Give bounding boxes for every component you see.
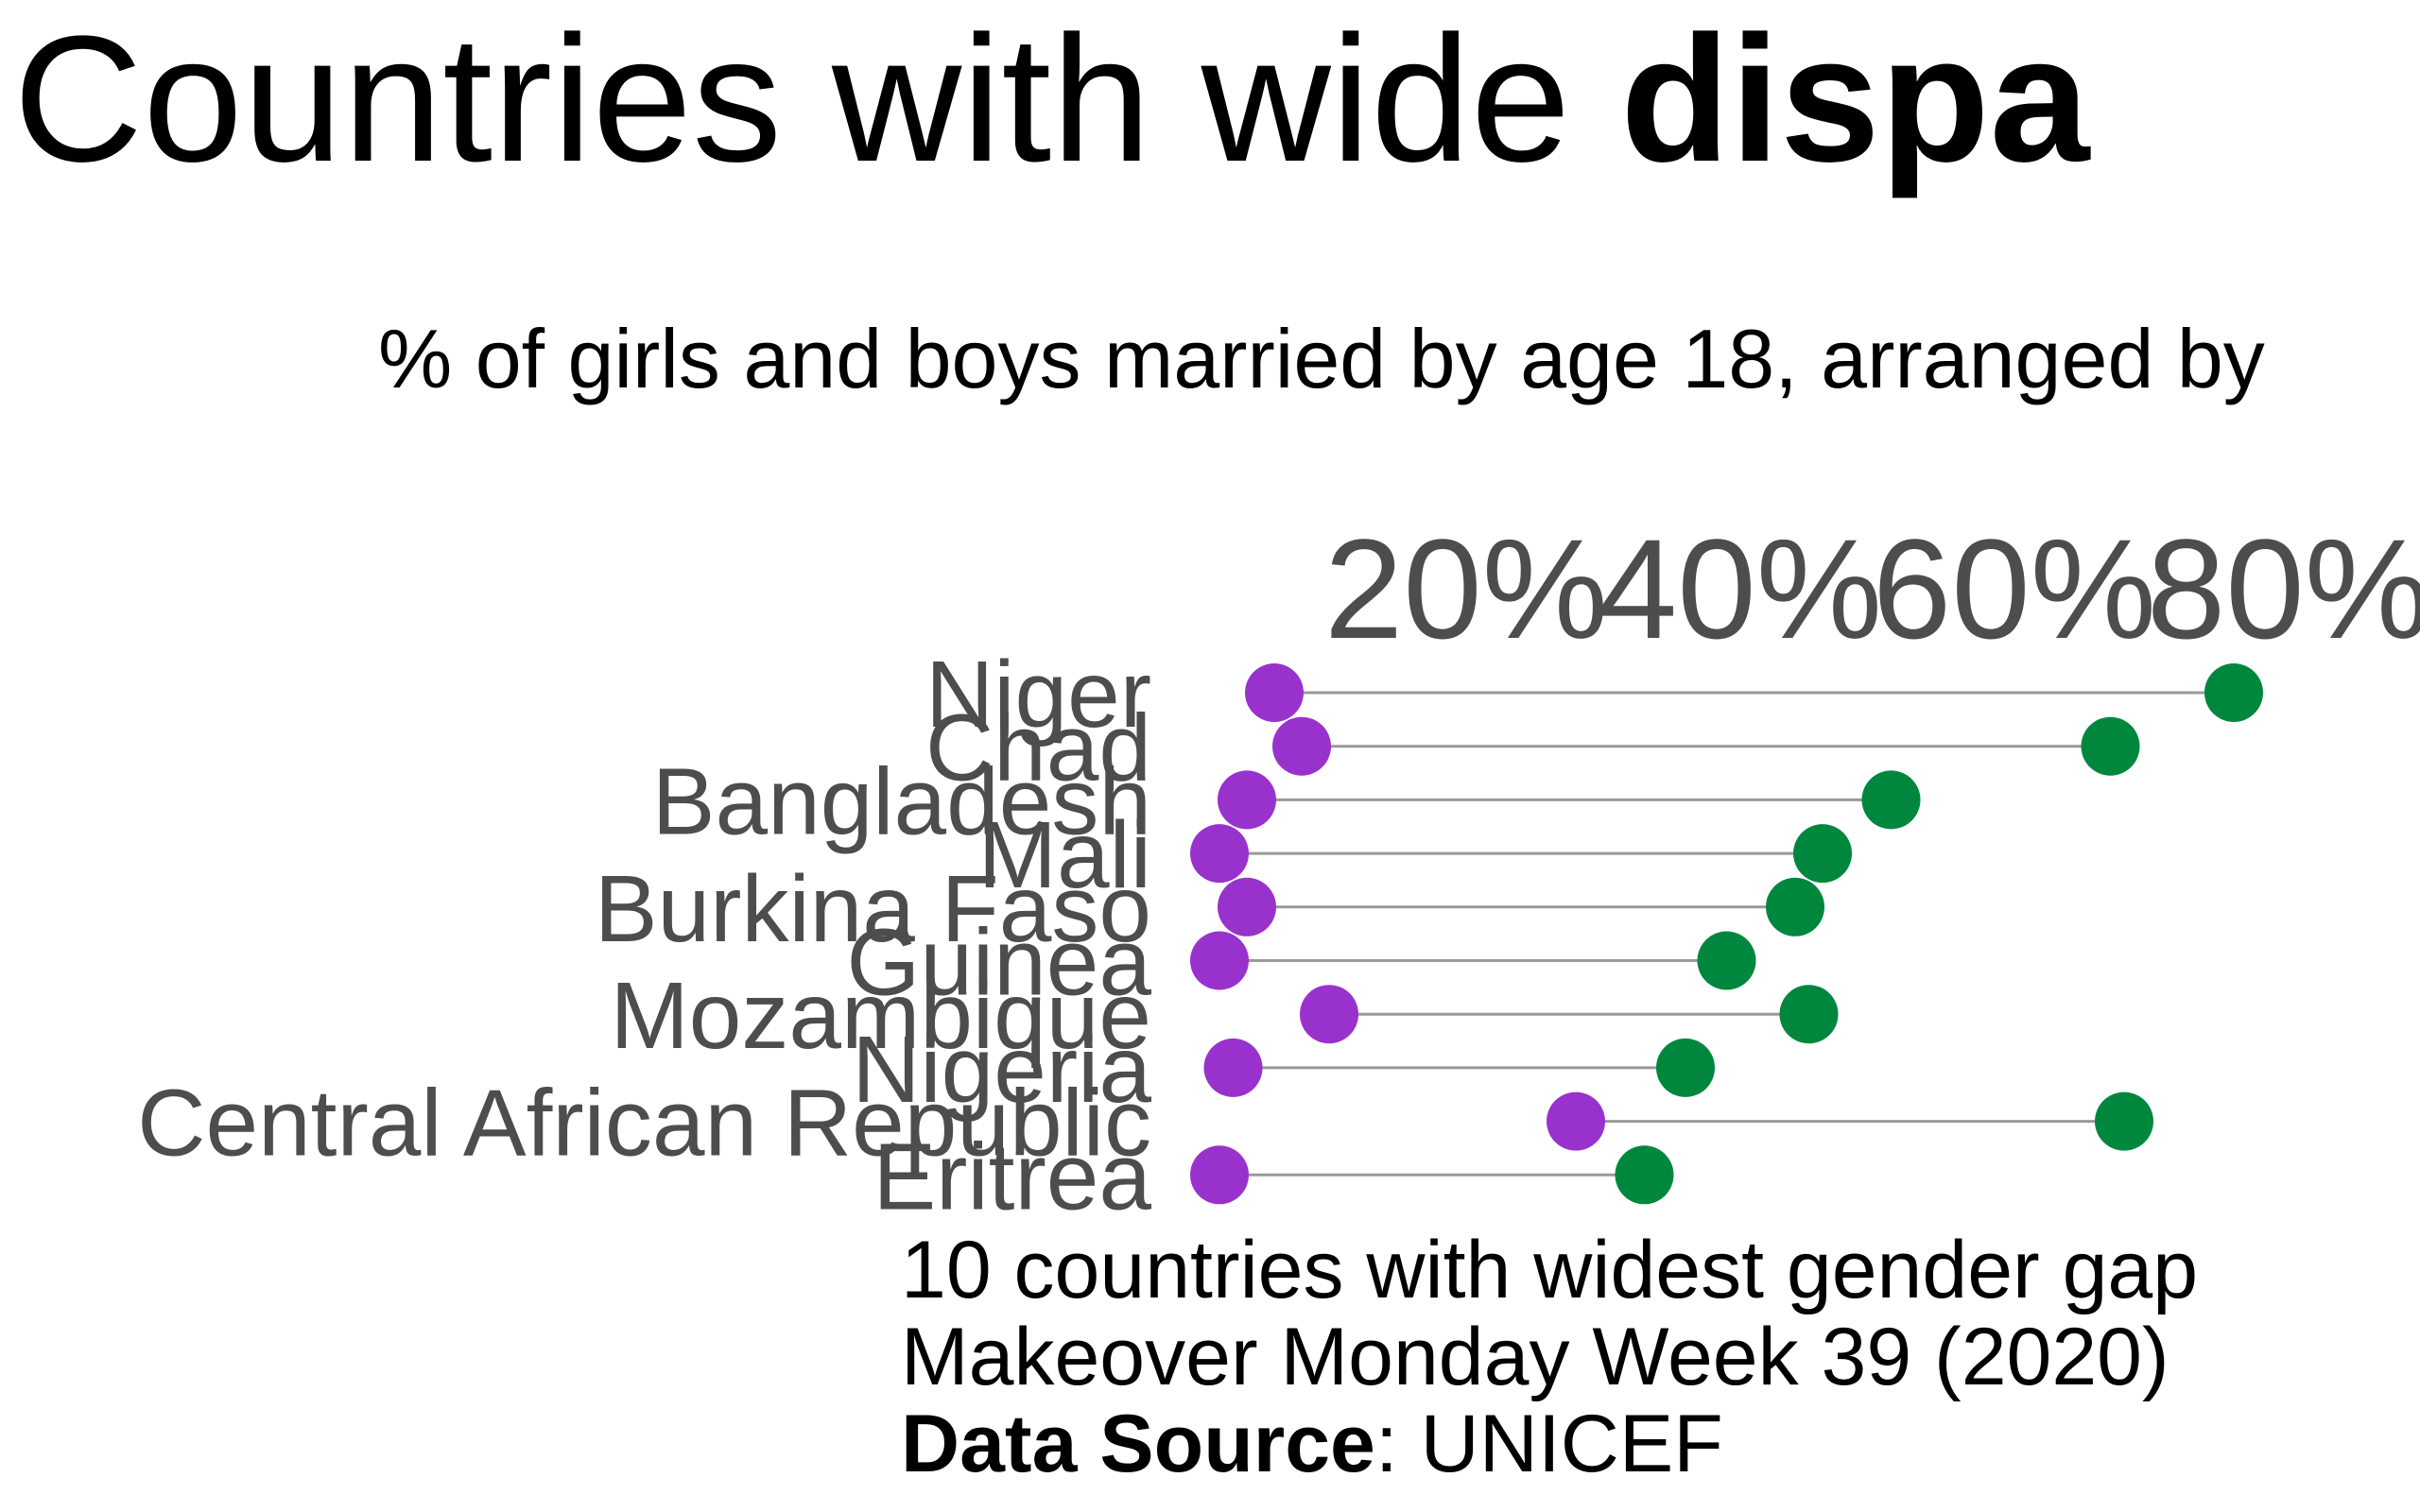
source-value: : UNICEF xyxy=(1374,1399,1723,1489)
country-label-eritrea: Eritrea xyxy=(873,1124,1151,1229)
country-label-nigeria: Nigeria xyxy=(852,1017,1151,1123)
purple-point-burkina-faso xyxy=(1218,877,1276,936)
connector-lines xyxy=(1219,691,2234,1177)
caption-line-makeover: Makeover Monday Week 39 (2020) xyxy=(901,1312,2169,1402)
country-label-central-african-republic: Central African Republic xyxy=(137,1071,1151,1177)
country-label-mozambique: Mozambique xyxy=(610,963,1151,1069)
green-point-central-african-republic xyxy=(2095,1091,2153,1151)
purple-point-niger xyxy=(1245,663,1304,722)
x-tick-label-60: 60% xyxy=(1873,509,2156,668)
chart-subtitle: % of girls and boys married by age 18, a… xyxy=(378,312,2265,405)
country-label-burkina-faso: Burkina Faso xyxy=(595,856,1151,962)
green-point-mozambique xyxy=(1779,985,1839,1044)
x-tick-label-20: 20% xyxy=(1324,509,1608,668)
purple-point-eritrea xyxy=(1190,1145,1249,1205)
country-label-mali: Mali xyxy=(978,802,1151,908)
country-label-niger: Niger xyxy=(925,642,1151,747)
purple-point-nigeria xyxy=(1203,1038,1263,1097)
purple-point-bangladesh xyxy=(1218,770,1276,830)
country-label-chad: Chad xyxy=(925,696,1151,801)
caption-line-source: Data Source: UNICEF xyxy=(901,1400,2198,1487)
purple-point-mali xyxy=(1190,824,1249,884)
chart-title: Countries with wide dispa xyxy=(13,9,2089,189)
country-label-guinea: Guinea xyxy=(847,910,1152,1016)
x-axis-ticks: 20%40%60%80% xyxy=(1324,509,2420,668)
green-point-eritrea xyxy=(1615,1145,1674,1205)
green-point-niger xyxy=(2204,663,2263,722)
source-label: Data Source xyxy=(901,1399,1375,1489)
purple-point-mozambique xyxy=(1300,985,1358,1044)
x-tick-label-40: 40% xyxy=(1599,509,1882,668)
purple-point-chad xyxy=(1272,716,1331,776)
chart-caption: 10 countries with widest gender gap Make… xyxy=(901,1227,2198,1487)
chart-title-text: Countries with wide xyxy=(13,0,1621,199)
purple-point-central-african-republic xyxy=(1547,1091,1605,1151)
chart-title-emphasis: dispa xyxy=(1620,0,2090,199)
green-point-nigeria xyxy=(1656,1038,1715,1097)
green-point-burkina-faso xyxy=(1766,877,1824,936)
x-tick-label-80: 80% xyxy=(2147,509,2420,668)
green-point-guinea xyxy=(1697,931,1756,990)
data-points xyxy=(1190,663,2263,1205)
country-label-bangladesh: Bangladesh xyxy=(652,748,1151,854)
green-point-chad xyxy=(2081,716,2140,776)
caption-line-gender-gap: 10 countries with widest gender gap xyxy=(901,1225,2199,1315)
green-point-mali xyxy=(1793,824,1852,884)
green-point-bangladesh xyxy=(1861,770,1921,830)
purple-point-guinea xyxy=(1190,931,1249,990)
